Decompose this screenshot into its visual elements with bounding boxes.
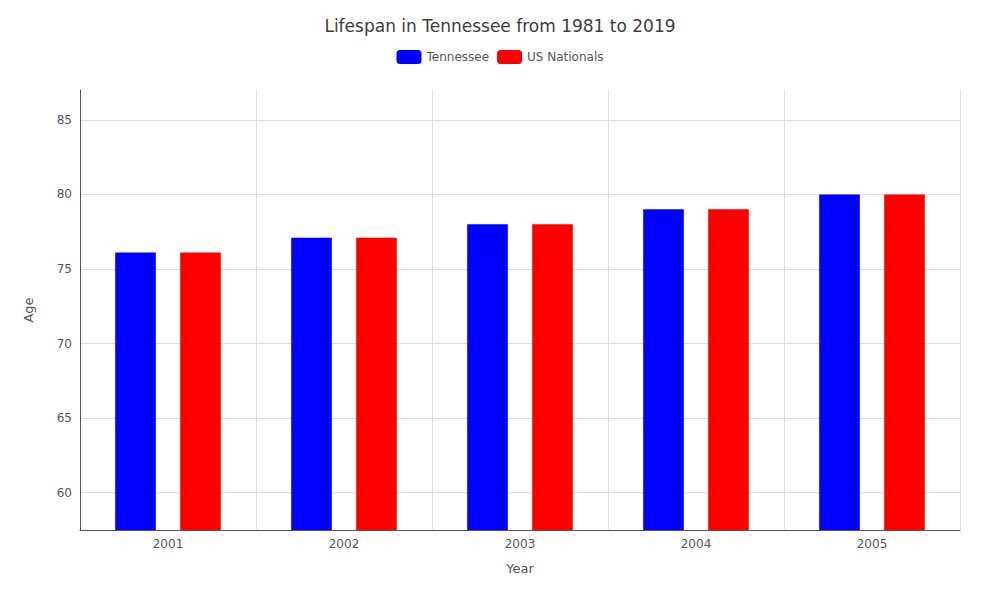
svg-text:Age: Age [21, 297, 36, 322]
svg-text:2001: 2001 [153, 537, 184, 551]
svg-text:Lifespan in Tennessee from 198: Lifespan in Tennessee from 1981 to 2019 [324, 16, 675, 36]
svg-text:75: 75 [57, 262, 72, 276]
svg-text:2002: 2002 [329, 537, 360, 551]
svg-text:60: 60 [57, 486, 72, 500]
svg-text:2003: 2003 [505, 537, 536, 551]
svg-text:Year: Year [505, 561, 534, 576]
svg-text:2005: 2005 [857, 537, 888, 551]
svg-text:2004: 2004 [681, 537, 712, 551]
svg-text:Tennessee: Tennessee [425, 50, 489, 64]
svg-text:85: 85 [57, 113, 72, 127]
svg-text:65: 65 [57, 411, 72, 425]
svg-text:80: 80 [57, 187, 72, 201]
svg-text:70: 70 [57, 337, 72, 351]
svg-text:US Nationals: US Nationals [527, 50, 603, 64]
